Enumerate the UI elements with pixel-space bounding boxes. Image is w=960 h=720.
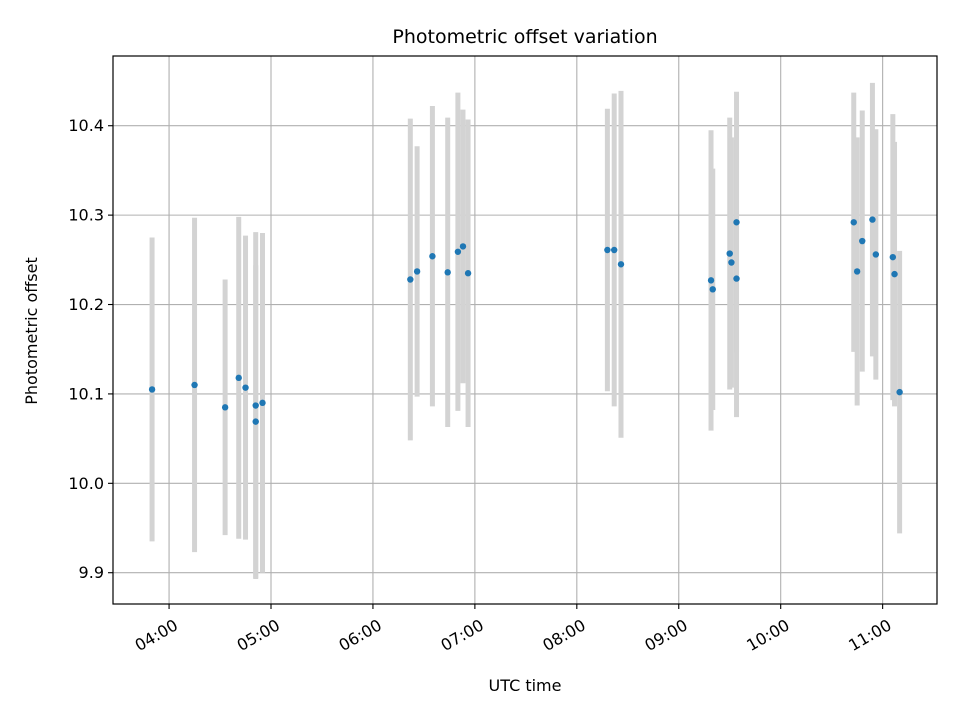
data-point xyxy=(733,219,740,226)
data-point xyxy=(407,276,414,283)
data-point xyxy=(707,277,715,284)
data-point xyxy=(891,270,898,278)
data-point xyxy=(853,268,861,275)
y-axis-label: Photometric offset xyxy=(22,257,41,405)
chart-title: Photometric offset variation xyxy=(392,26,657,48)
data-point xyxy=(872,251,880,258)
data-point xyxy=(252,402,259,409)
data-point xyxy=(464,270,472,277)
data-point xyxy=(191,381,198,389)
grid xyxy=(113,56,937,604)
data-point xyxy=(869,216,876,223)
data-point xyxy=(850,219,857,226)
data-point xyxy=(896,388,903,396)
y-tick-label: 10.4 xyxy=(68,116,104,135)
data-point xyxy=(148,386,156,393)
data-point xyxy=(444,269,451,276)
data-point xyxy=(242,384,249,391)
data-point xyxy=(726,250,733,257)
data-point xyxy=(454,248,462,255)
data-points xyxy=(148,216,903,425)
data-point xyxy=(413,268,421,275)
data-point xyxy=(889,253,897,261)
data-point xyxy=(733,275,740,282)
y-tick-label: 9.9 xyxy=(79,563,104,582)
data-point xyxy=(259,399,266,407)
x-axis-label: UTC time xyxy=(489,676,562,695)
data-point xyxy=(728,259,735,266)
data-point xyxy=(617,261,625,268)
data-point xyxy=(221,404,229,411)
data-point xyxy=(604,246,611,254)
y-tick-label: 10.1 xyxy=(68,384,104,403)
data-point xyxy=(235,374,242,382)
data-point xyxy=(709,286,716,293)
data-point xyxy=(459,243,467,250)
data-point xyxy=(429,253,436,260)
y-tick-label: 10.2 xyxy=(68,295,104,314)
plot-frame xyxy=(112,55,938,605)
data-point xyxy=(859,237,866,245)
data-point xyxy=(252,418,259,425)
y-tick-label: 10.0 xyxy=(68,474,104,493)
data-point xyxy=(610,246,618,254)
y-tick-label: 10.3 xyxy=(68,206,104,225)
